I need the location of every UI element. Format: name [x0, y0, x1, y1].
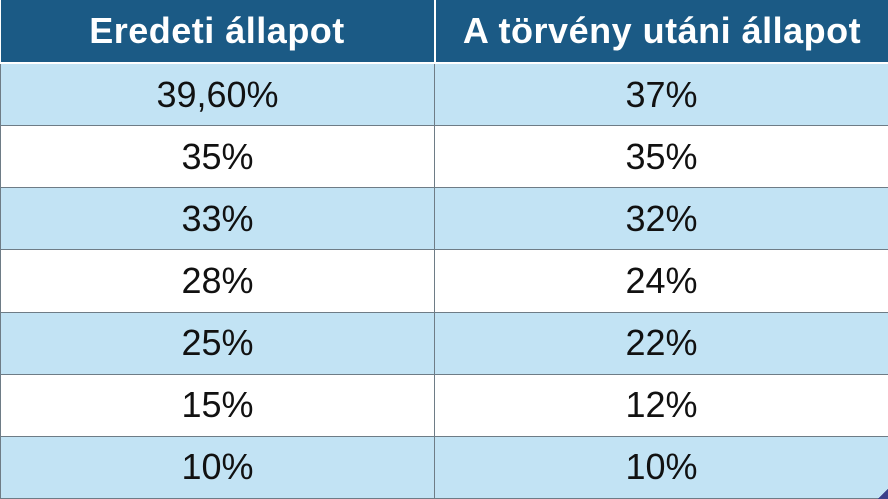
- table-row: 35% 35%: [0, 125, 888, 189]
- cell-original-value: 10%: [0, 435, 435, 499]
- cell-original-value: 25%: [0, 311, 435, 375]
- cell-after-law-value: 10%: [434, 435, 888, 499]
- table-row: 25% 22%: [0, 311, 888, 375]
- cell-after-law-value: 32%: [434, 187, 888, 251]
- cell-after-law-value: 35%: [434, 125, 888, 189]
- column-header-original: Eredeti állapot: [0, 0, 436, 64]
- column-header-after-law: A törvény utáni állapot: [434, 0, 888, 64]
- table-row: 33% 32%: [0, 187, 888, 251]
- table-row: 39,60% 37%: [0, 62, 888, 127]
- cell-original-value: 33%: [0, 187, 435, 251]
- cell-original-value: 15%: [0, 373, 435, 437]
- cell-after-law-value: 37%: [434, 62, 888, 127]
- table-row: 28% 24%: [0, 249, 888, 313]
- cell-after-law-value: 24%: [434, 249, 888, 313]
- table-row: 10% 10%: [0, 435, 888, 499]
- cell-original-value: 35%: [0, 125, 435, 189]
- table-row: 15% 12%: [0, 373, 888, 437]
- cell-original-value: 39,60%: [0, 62, 435, 127]
- cell-after-law-value: 22%: [434, 311, 888, 375]
- table-body: 39,60% 37% 35% 35% 33% 32% 28% 24% 25% 22% 15% 12% 1…: [0, 62, 888, 499]
- header-row: Eredeti állapot A törvény utáni állapot: [0, 0, 888, 64]
- cell-after-law-value: 12%: [434, 373, 888, 437]
- cell-original-value: 28%: [0, 249, 435, 313]
- corner-resize-mark: [878, 489, 888, 499]
